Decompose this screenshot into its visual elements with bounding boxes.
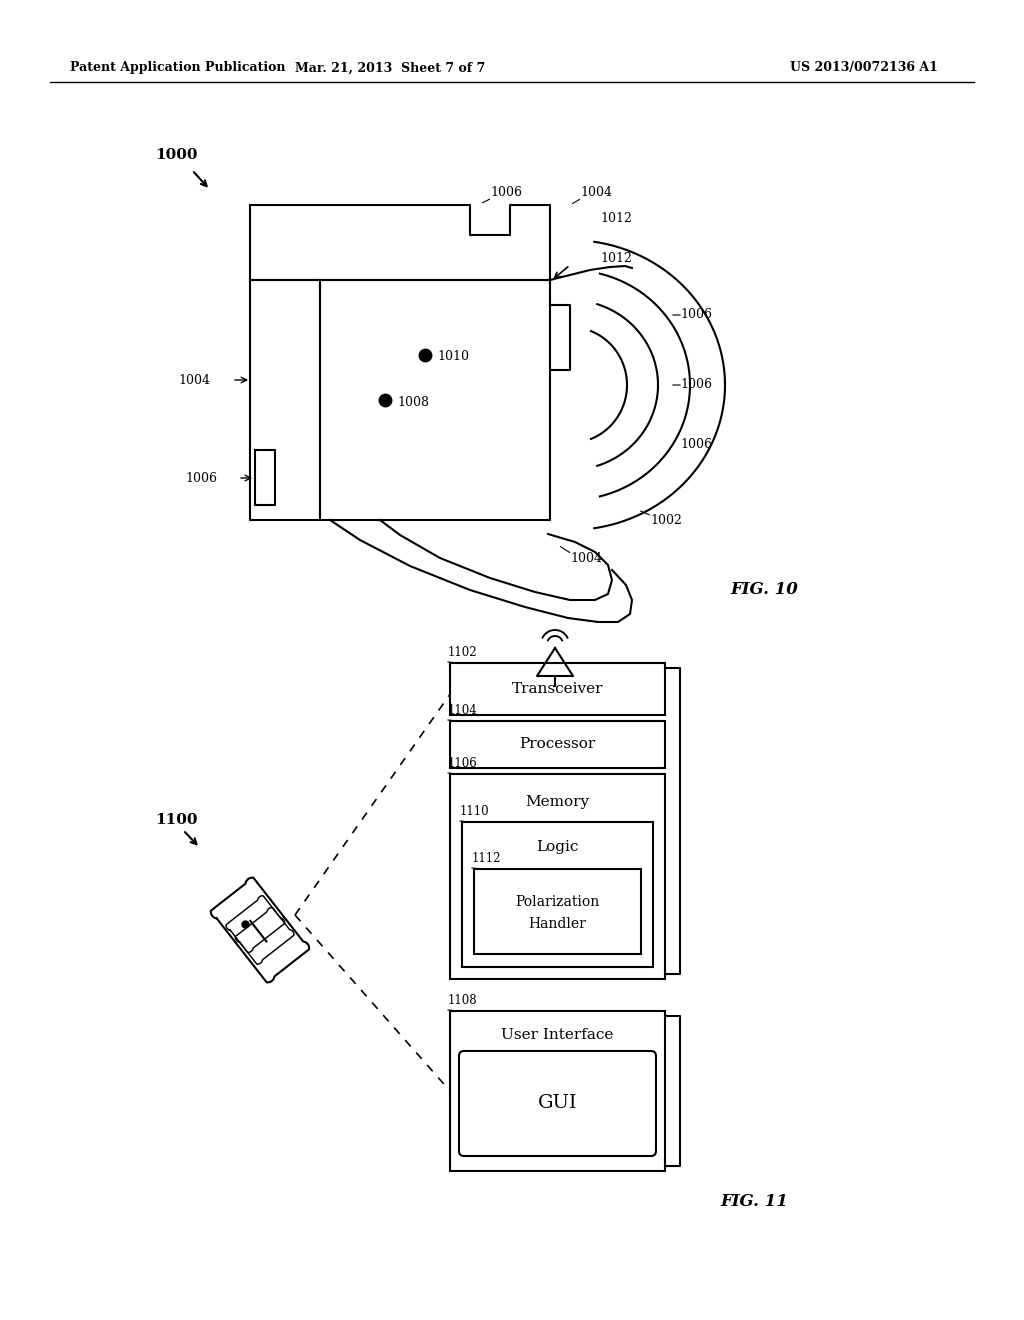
Text: 1102: 1102 (449, 645, 477, 659)
Bar (474, 869, 641, 954)
Text: Handler: Handler (528, 916, 587, 931)
Bar (462, 822, 653, 968)
Text: 1106: 1106 (449, 756, 478, 770)
Bar (450, 1011, 665, 1171)
Text: 1004: 1004 (580, 186, 612, 199)
Text: User Interface: User Interface (502, 1028, 613, 1041)
Text: Processor: Processor (519, 738, 596, 751)
Text: Transceiver: Transceiver (512, 682, 603, 696)
FancyBboxPatch shape (459, 1051, 656, 1156)
Text: 1108: 1108 (449, 994, 477, 1007)
Text: 1006: 1006 (680, 379, 712, 392)
Text: Patent Application Publication: Patent Application Publication (70, 62, 286, 74)
Text: 1012: 1012 (600, 252, 632, 264)
Text: 1002: 1002 (650, 513, 682, 527)
Text: 1104: 1104 (449, 704, 478, 717)
Text: 1008: 1008 (397, 396, 429, 408)
Text: Memory: Memory (525, 795, 590, 809)
Text: 1006: 1006 (680, 438, 712, 451)
Text: Logic: Logic (537, 840, 579, 854)
Text: Polarization: Polarization (515, 895, 600, 908)
Text: FIG. 11: FIG. 11 (720, 1192, 787, 1209)
Text: GUI: GUI (538, 1094, 578, 1113)
Text: 1006: 1006 (490, 186, 522, 199)
Text: 1110: 1110 (460, 805, 489, 818)
Text: 1006: 1006 (680, 309, 712, 322)
Text: 1000: 1000 (155, 148, 198, 162)
Text: 1010: 1010 (437, 351, 469, 363)
Bar (450, 721, 665, 768)
Text: 1100: 1100 (155, 813, 198, 828)
Text: 1004: 1004 (570, 552, 602, 565)
Text: 1012: 1012 (600, 211, 632, 224)
Text: 1006: 1006 (185, 471, 217, 484)
Bar (450, 663, 665, 715)
Text: 1004: 1004 (178, 374, 210, 387)
Bar (450, 774, 665, 979)
Text: Mar. 21, 2013  Sheet 7 of 7: Mar. 21, 2013 Sheet 7 of 7 (295, 62, 485, 74)
Text: US 2013/0072136 A1: US 2013/0072136 A1 (790, 62, 938, 74)
Text: FIG. 10: FIG. 10 (730, 582, 798, 598)
Text: 1112: 1112 (472, 851, 502, 865)
